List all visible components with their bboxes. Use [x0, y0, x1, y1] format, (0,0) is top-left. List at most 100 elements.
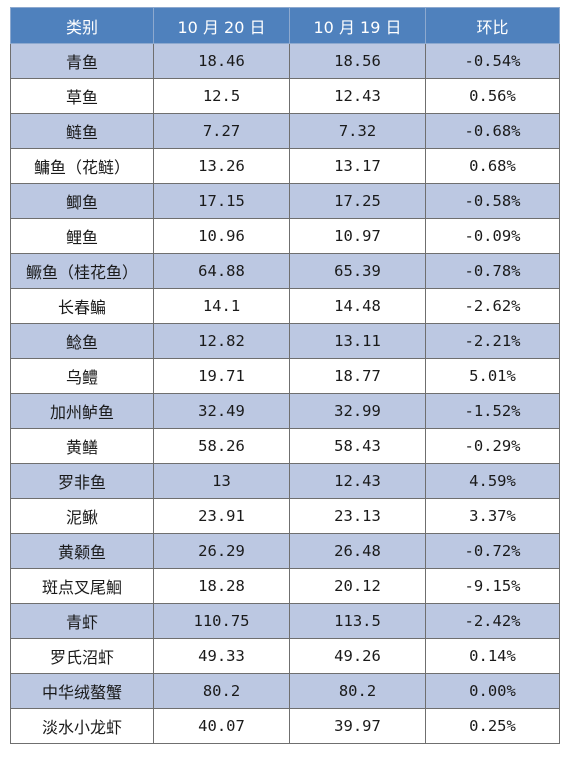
oct-19-price-cell: 49.26 — [289, 638, 426, 674]
table-row: 泥鳅 23.91 23.13 3.37% — [10, 498, 560, 534]
oct-19-price-cell: 23.13 — [289, 498, 426, 534]
category-cell: 泥鳅 — [10, 498, 154, 534]
oct-20-price-cell: 64.88 — [153, 253, 290, 289]
change-cell: 0.14% — [425, 638, 560, 674]
category-cell: 斑点叉尾鮰 — [10, 568, 154, 604]
table-row: 斑点叉尾鮰 18.28 20.12 -9.15% — [10, 568, 560, 604]
change-cell: -2.62% — [425, 288, 560, 324]
oct-19-price-cell: 13.17 — [289, 148, 426, 184]
category-cell: 罗氏沼虾 — [10, 638, 154, 674]
table-row: 黄颡鱼 26.29 26.48 -0.72% — [10, 533, 560, 569]
header-category: 类别 — [10, 7, 154, 44]
oct-20-price-cell: 40.07 — [153, 708, 290, 744]
table-row: 乌鳢 19.71 18.77 5.01% — [10, 358, 560, 394]
category-cell: 中华绒螯蟹 — [10, 673, 154, 709]
change-cell: -0.54% — [425, 43, 560, 79]
header-row: 类别 10 月 20 日 10 月 19 日 环比 — [10, 7, 560, 44]
change-cell: -1.52% — [425, 393, 560, 429]
oct-19-price-cell: 32.99 — [289, 393, 426, 429]
table-row: 中华绒螯蟹 80.2 80.2 0.00% — [10, 673, 560, 709]
oct-20-price-cell: 18.46 — [153, 43, 290, 79]
category-cell: 加州鲈鱼 — [10, 393, 154, 429]
change-cell: 0.25% — [425, 708, 560, 744]
change-cell: -2.42% — [425, 603, 560, 639]
table-row: 淡水小龙虾 40.07 39.97 0.25% — [10, 708, 560, 744]
oct-20-price-cell: 26.29 — [153, 533, 290, 569]
table-row: 黄鳝 58.26 58.43 -0.29% — [10, 428, 560, 464]
category-cell: 乌鳢 — [10, 358, 154, 394]
oct-19-price-cell: 13.11 — [289, 323, 426, 359]
oct-20-price-cell: 110.75 — [153, 603, 290, 639]
table-row: 鲢鱼 7.27 7.32 -0.68% — [10, 113, 560, 149]
oct-20-price-cell: 80.2 — [153, 673, 290, 709]
change-cell: 0.68% — [425, 148, 560, 184]
oct-19-price-cell: 12.43 — [289, 463, 426, 499]
change-cell: 5.01% — [425, 358, 560, 394]
oct-19-price-cell: 20.12 — [289, 568, 426, 604]
category-cell: 鲫鱼 — [10, 183, 154, 219]
category-cell: 淡水小龙虾 — [10, 708, 154, 744]
category-cell: 罗非鱼 — [10, 463, 154, 499]
table-row: 青鱼 18.46 18.56 -0.54% — [10, 43, 560, 79]
oct-19-price-cell: 65.39 — [289, 253, 426, 289]
oct-20-price-cell: 49.33 — [153, 638, 290, 674]
oct-20-price-cell: 12.5 — [153, 78, 290, 114]
oct-19-price-cell: 17.25 — [289, 183, 426, 219]
category-cell: 鲤鱼 — [10, 218, 154, 254]
category-cell: 鳙鱼（花鲢） — [10, 148, 154, 184]
oct-20-price-cell: 14.1 — [153, 288, 290, 324]
change-cell: -0.72% — [425, 533, 560, 569]
oct-20-price-cell: 17.15 — [153, 183, 290, 219]
change-cell: 0.00% — [425, 673, 560, 709]
category-cell: 青鱼 — [10, 43, 154, 79]
change-cell: 0.56% — [425, 78, 560, 114]
oct-19-price-cell: 7.32 — [289, 113, 426, 149]
price-table: 类别 10 月 20 日 10 月 19 日 环比 青鱼 18.46 18.56 -0… — [10, 7, 560, 744]
oct-19-price-cell: 18.56 — [289, 43, 426, 79]
table-row: 鳙鱼（花鲢） 13.26 13.17 0.68% — [10, 148, 560, 184]
change-cell: -0.78% — [425, 253, 560, 289]
table-row: 长春鳊 14.1 14.48 -2.62% — [10, 288, 560, 324]
oct-19-price-cell: 39.97 — [289, 708, 426, 744]
category-cell: 黄颡鱼 — [10, 533, 154, 569]
table-row: 鲫鱼 17.15 17.25 -0.58% — [10, 183, 560, 219]
category-cell: 鲢鱼 — [10, 113, 154, 149]
table-body: 青鱼 18.46 18.56 -0.54% 草鱼 12.5 12.43 0.56% 鲢鱼 7.27… — [10, 43, 560, 744]
change-cell: -0.58% — [425, 183, 560, 219]
table-row: 草鱼 12.5 12.43 0.56% — [10, 78, 560, 114]
change-cell: -0.29% — [425, 428, 560, 464]
table-row: 青虾 110.75 113.5 -2.42% — [10, 603, 560, 639]
oct-19-price-cell: 26.48 — [289, 533, 426, 569]
change-cell: 3.37% — [425, 498, 560, 534]
oct-20-price-cell: 19.71 — [153, 358, 290, 394]
header-oct-20: 10 月 20 日 — [153, 7, 290, 44]
oct-19-price-cell: 113.5 — [289, 603, 426, 639]
table-row: 罗非鱼 13 12.43 4.59% — [10, 463, 560, 499]
oct-20-price-cell: 18.28 — [153, 568, 290, 604]
table-header: 类别 10 月 20 日 10 月 19 日 环比 — [10, 7, 560, 44]
category-cell: 长春鳊 — [10, 288, 154, 324]
table-row: 鳜鱼（桂花鱼） 64.88 65.39 -0.78% — [10, 253, 560, 289]
change-cell: 4.59% — [425, 463, 560, 499]
change-cell: -0.09% — [425, 218, 560, 254]
oct-20-price-cell: 13 — [153, 463, 290, 499]
header-change: 环比 — [425, 7, 560, 44]
oct-20-price-cell: 7.27 — [153, 113, 290, 149]
oct-19-price-cell: 80.2 — [289, 673, 426, 709]
oct-20-price-cell: 12.82 — [153, 323, 290, 359]
oct-20-price-cell: 23.91 — [153, 498, 290, 534]
category-cell: 鳜鱼（桂花鱼） — [10, 253, 154, 289]
table-row: 鲤鱼 10.96 10.97 -0.09% — [10, 218, 560, 254]
change-cell: -0.68% — [425, 113, 560, 149]
category-cell: 黄鳝 — [10, 428, 154, 464]
table-row: 鲶鱼 12.82 13.11 -2.21% — [10, 323, 560, 359]
change-cell: -2.21% — [425, 323, 560, 359]
oct-19-price-cell: 58.43 — [289, 428, 426, 464]
oct-19-price-cell: 10.97 — [289, 218, 426, 254]
category-cell: 草鱼 — [10, 78, 154, 114]
category-cell: 鲶鱼 — [10, 323, 154, 359]
oct-20-price-cell: 58.26 — [153, 428, 290, 464]
oct-19-price-cell: 18.77 — [289, 358, 426, 394]
table-row: 罗氏沼虾 49.33 49.26 0.14% — [10, 638, 560, 674]
table-row: 加州鲈鱼 32.49 32.99 -1.52% — [10, 393, 560, 429]
